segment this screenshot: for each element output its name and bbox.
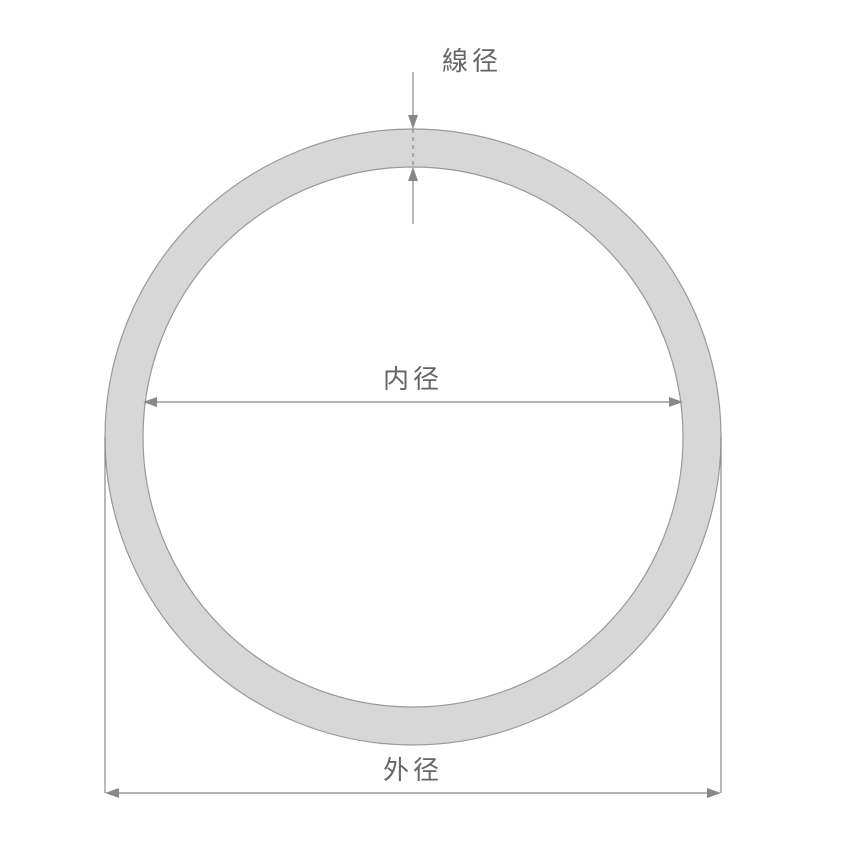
ring-dimension-diagram: 線径内径外径 bbox=[0, 0, 850, 850]
wire-diameter-label: 線径 bbox=[442, 46, 502, 76]
arrow-head-icon bbox=[105, 788, 119, 798]
arrow-head-icon bbox=[707, 788, 721, 798]
inner-diameter-label: 内径 bbox=[383, 364, 443, 394]
arrow-head-icon bbox=[408, 167, 418, 181]
outer-diameter-label: 外径 bbox=[383, 755, 443, 785]
arrow-head-icon bbox=[408, 115, 418, 129]
